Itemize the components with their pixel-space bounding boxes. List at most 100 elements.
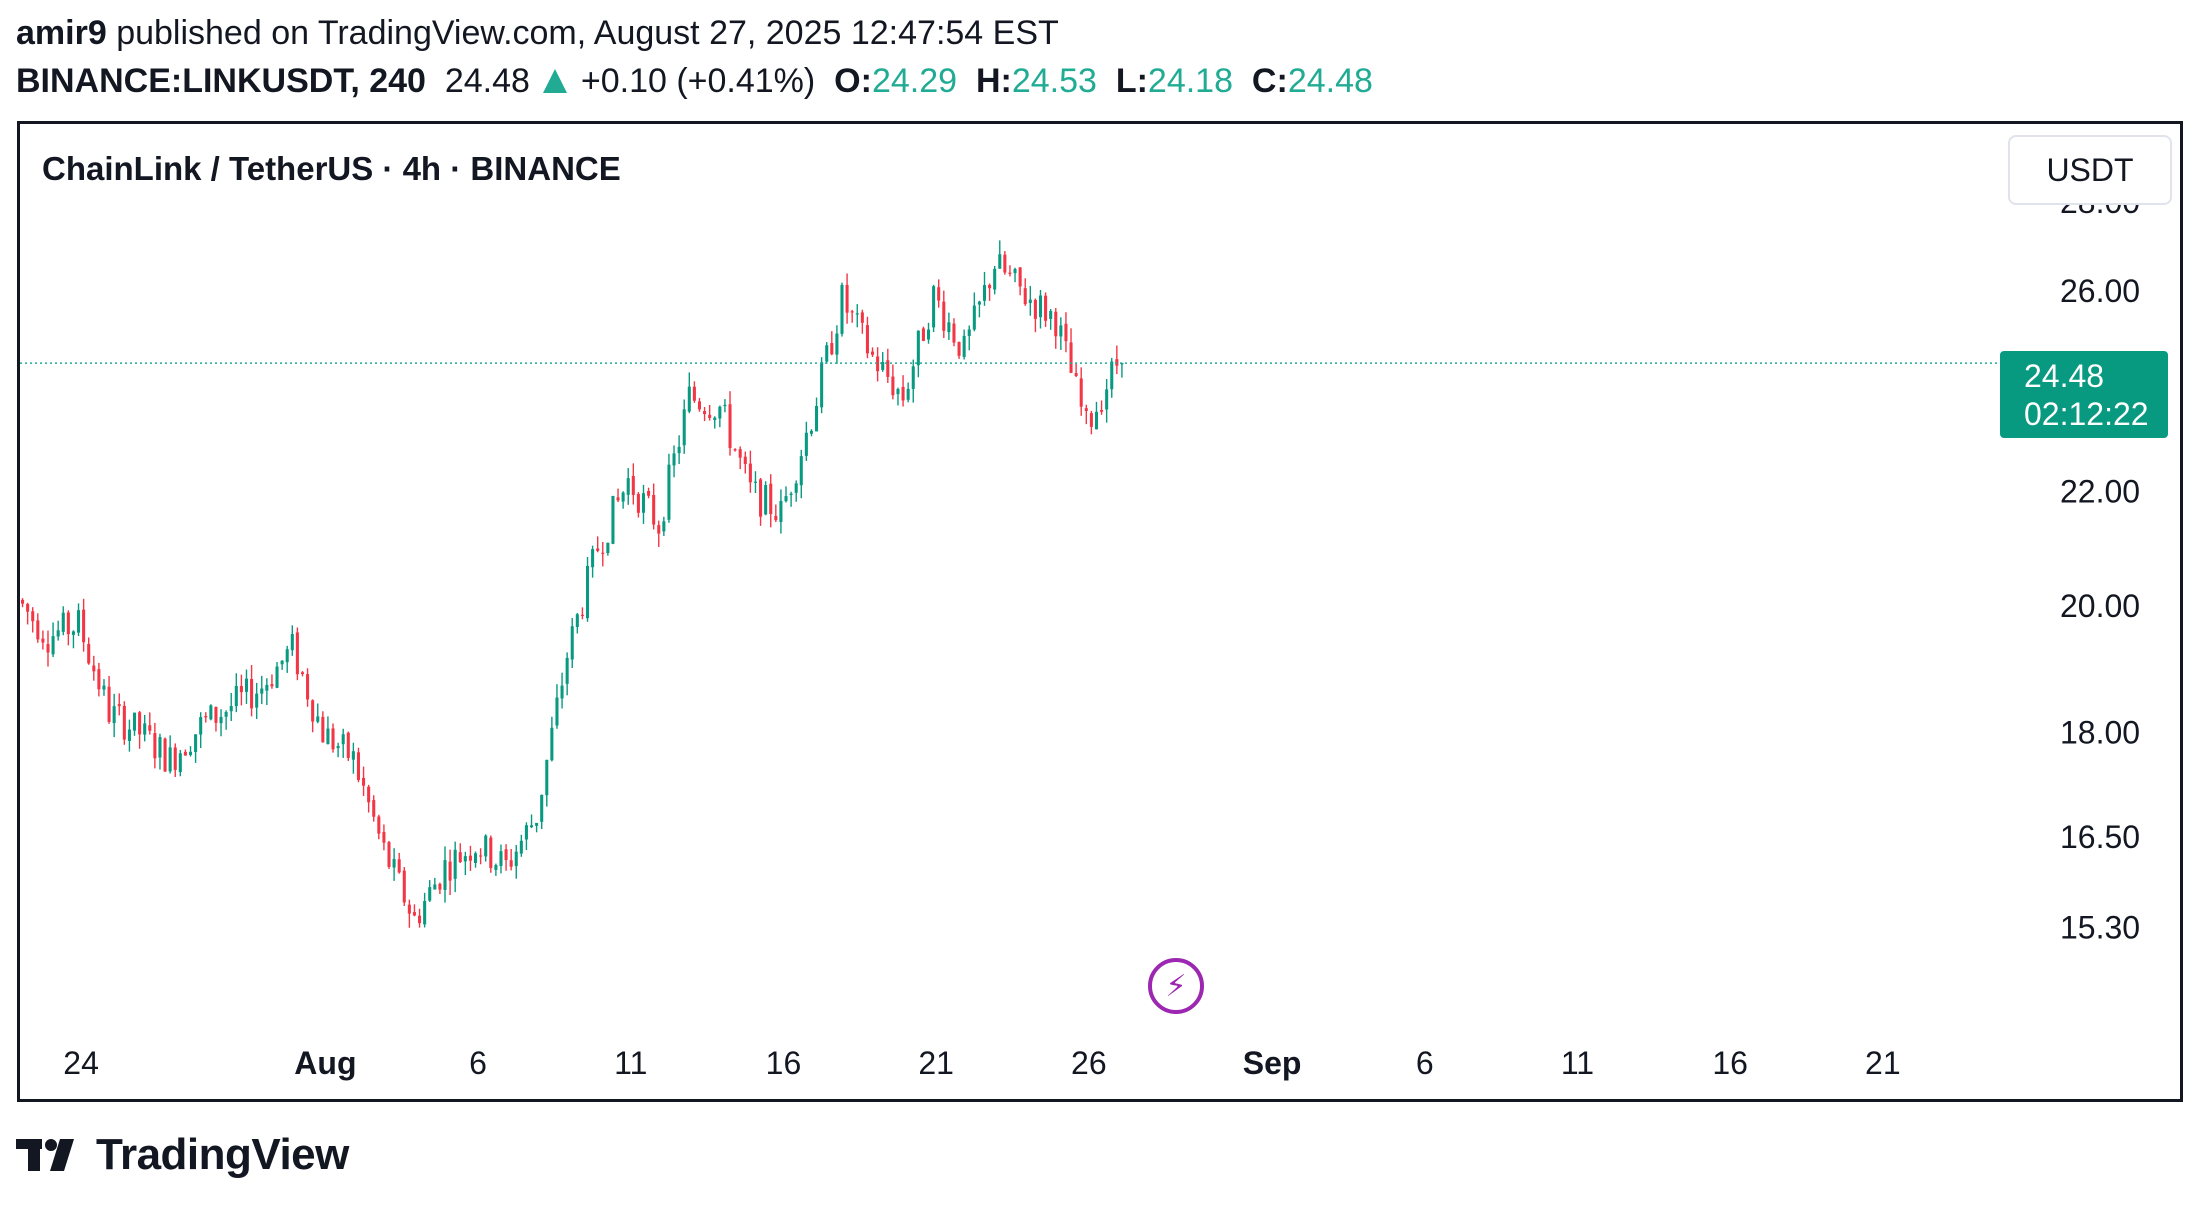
candle-body — [692, 386, 696, 401]
candle-body — [1033, 299, 1037, 319]
candle-body — [56, 630, 60, 637]
candle-body — [102, 685, 106, 690]
candle-body — [494, 865, 498, 870]
candle-body — [982, 285, 987, 301]
candle-body — [1069, 342, 1073, 373]
candle-body — [229, 705, 233, 712]
candle-body — [138, 712, 142, 735]
candle-body — [809, 430, 813, 434]
candle-body — [356, 752, 360, 780]
candle-body — [840, 284, 844, 334]
candle-body — [774, 515, 778, 521]
candle-body — [784, 496, 788, 502]
published-text: published on TradingView.com, August 27,… — [116, 14, 1059, 52]
low-value: 24.18 — [1147, 62, 1234, 100]
candle-body — [1105, 389, 1109, 410]
low-label: L: — [1115, 62, 1148, 100]
candle-body — [285, 649, 289, 663]
candle-body — [850, 311, 854, 313]
candle-body — [346, 732, 350, 758]
high-label: H: — [975, 62, 1012, 100]
candle-body — [687, 386, 691, 412]
candle-body — [82, 609, 86, 643]
x-tick-label: 21 — [1865, 1045, 1901, 1081]
candle-body — [636, 493, 640, 513]
candle-body — [616, 497, 620, 501]
candlestick-chart[interactable]: 15.3016.5018.0020.0022.0026.0028.0024Aug… — [20, 124, 2180, 1099]
x-tick-label: 16 — [1712, 1045, 1748, 1081]
x-tick-label: 16 — [766, 1045, 802, 1081]
candle-body — [1100, 410, 1104, 412]
candle-body — [855, 313, 859, 315]
candle-body — [1018, 267, 1022, 287]
candle-body — [1003, 254, 1007, 273]
candle-body — [397, 859, 401, 873]
candle-body — [524, 825, 528, 840]
candle-body — [1074, 373, 1078, 376]
candle-body — [876, 356, 880, 372]
candle-body — [474, 853, 478, 864]
candle-body — [326, 728, 330, 745]
candle-body — [621, 492, 625, 502]
candle-body — [117, 704, 121, 707]
candle-body — [468, 855, 472, 861]
tradingview-logo-icon — [16, 1139, 74, 1171]
candle-body — [382, 832, 386, 843]
candle-body — [479, 855, 483, 857]
candle-body — [1023, 288, 1027, 305]
candle-body — [555, 697, 559, 726]
candle-body — [926, 329, 931, 340]
candle-body — [545, 759, 549, 796]
candle-body — [244, 678, 249, 692]
candle-body — [484, 835, 488, 857]
candle-body — [988, 284, 992, 289]
currency-button[interactable]: USDT — [2008, 135, 2172, 205]
candle-body — [977, 301, 981, 305]
x-tick-label: Aug — [294, 1045, 356, 1081]
candle-body — [250, 678, 254, 709]
candle-body — [993, 268, 997, 290]
candle-body — [1028, 299, 1032, 304]
candle-body — [575, 614, 579, 627]
candle-body — [753, 481, 757, 483]
candle-body — [438, 883, 442, 890]
candle-body — [183, 751, 187, 756]
bar-countdown: 02:12:22 — [2024, 396, 2149, 432]
lightning-bolt-icon[interactable]: ⚡ — [1148, 958, 1204, 1014]
tradingview-logo[interactable]: TradingView — [16, 1130, 349, 1180]
x-tick-label: 11 — [614, 1045, 647, 1081]
y-tick-label: 16.50 — [2060, 819, 2140, 855]
last-price: 24.48 — [444, 62, 530, 100]
candle-body — [300, 672, 305, 675]
candle-body — [1044, 295, 1048, 321]
candle-body — [911, 366, 915, 389]
candle-body — [204, 716, 208, 718]
candle-body — [1008, 272, 1012, 274]
candle-body — [224, 712, 228, 717]
candle-body — [697, 401, 702, 410]
y-tick-label: 22.00 — [2060, 473, 2140, 509]
candle-body — [667, 464, 671, 520]
brand-name: TradingView — [96, 1130, 349, 1179]
candle-body — [606, 542, 610, 554]
candle-body — [209, 705, 213, 720]
candle-body — [580, 614, 584, 617]
candle-body — [601, 552, 605, 554]
candle-body — [677, 446, 681, 454]
candle-body — [499, 851, 503, 866]
candle-body — [316, 716, 320, 722]
candle-body — [743, 456, 747, 464]
x-tick-label: 6 — [469, 1045, 487, 1081]
candle-body — [860, 312, 864, 323]
candle-body — [509, 860, 513, 867]
author-name[interactable]: amir9 — [16, 14, 107, 52]
last-price-tag: 24.48 02:12:22 — [2000, 351, 2168, 438]
candle-body — [280, 660, 284, 665]
candle-body — [148, 725, 152, 731]
candle-body — [952, 323, 956, 343]
candle-body — [647, 490, 651, 496]
candle-body — [972, 305, 976, 330]
candle-body — [560, 685, 564, 699]
candle-body — [311, 700, 315, 722]
candle-body — [540, 794, 544, 822]
